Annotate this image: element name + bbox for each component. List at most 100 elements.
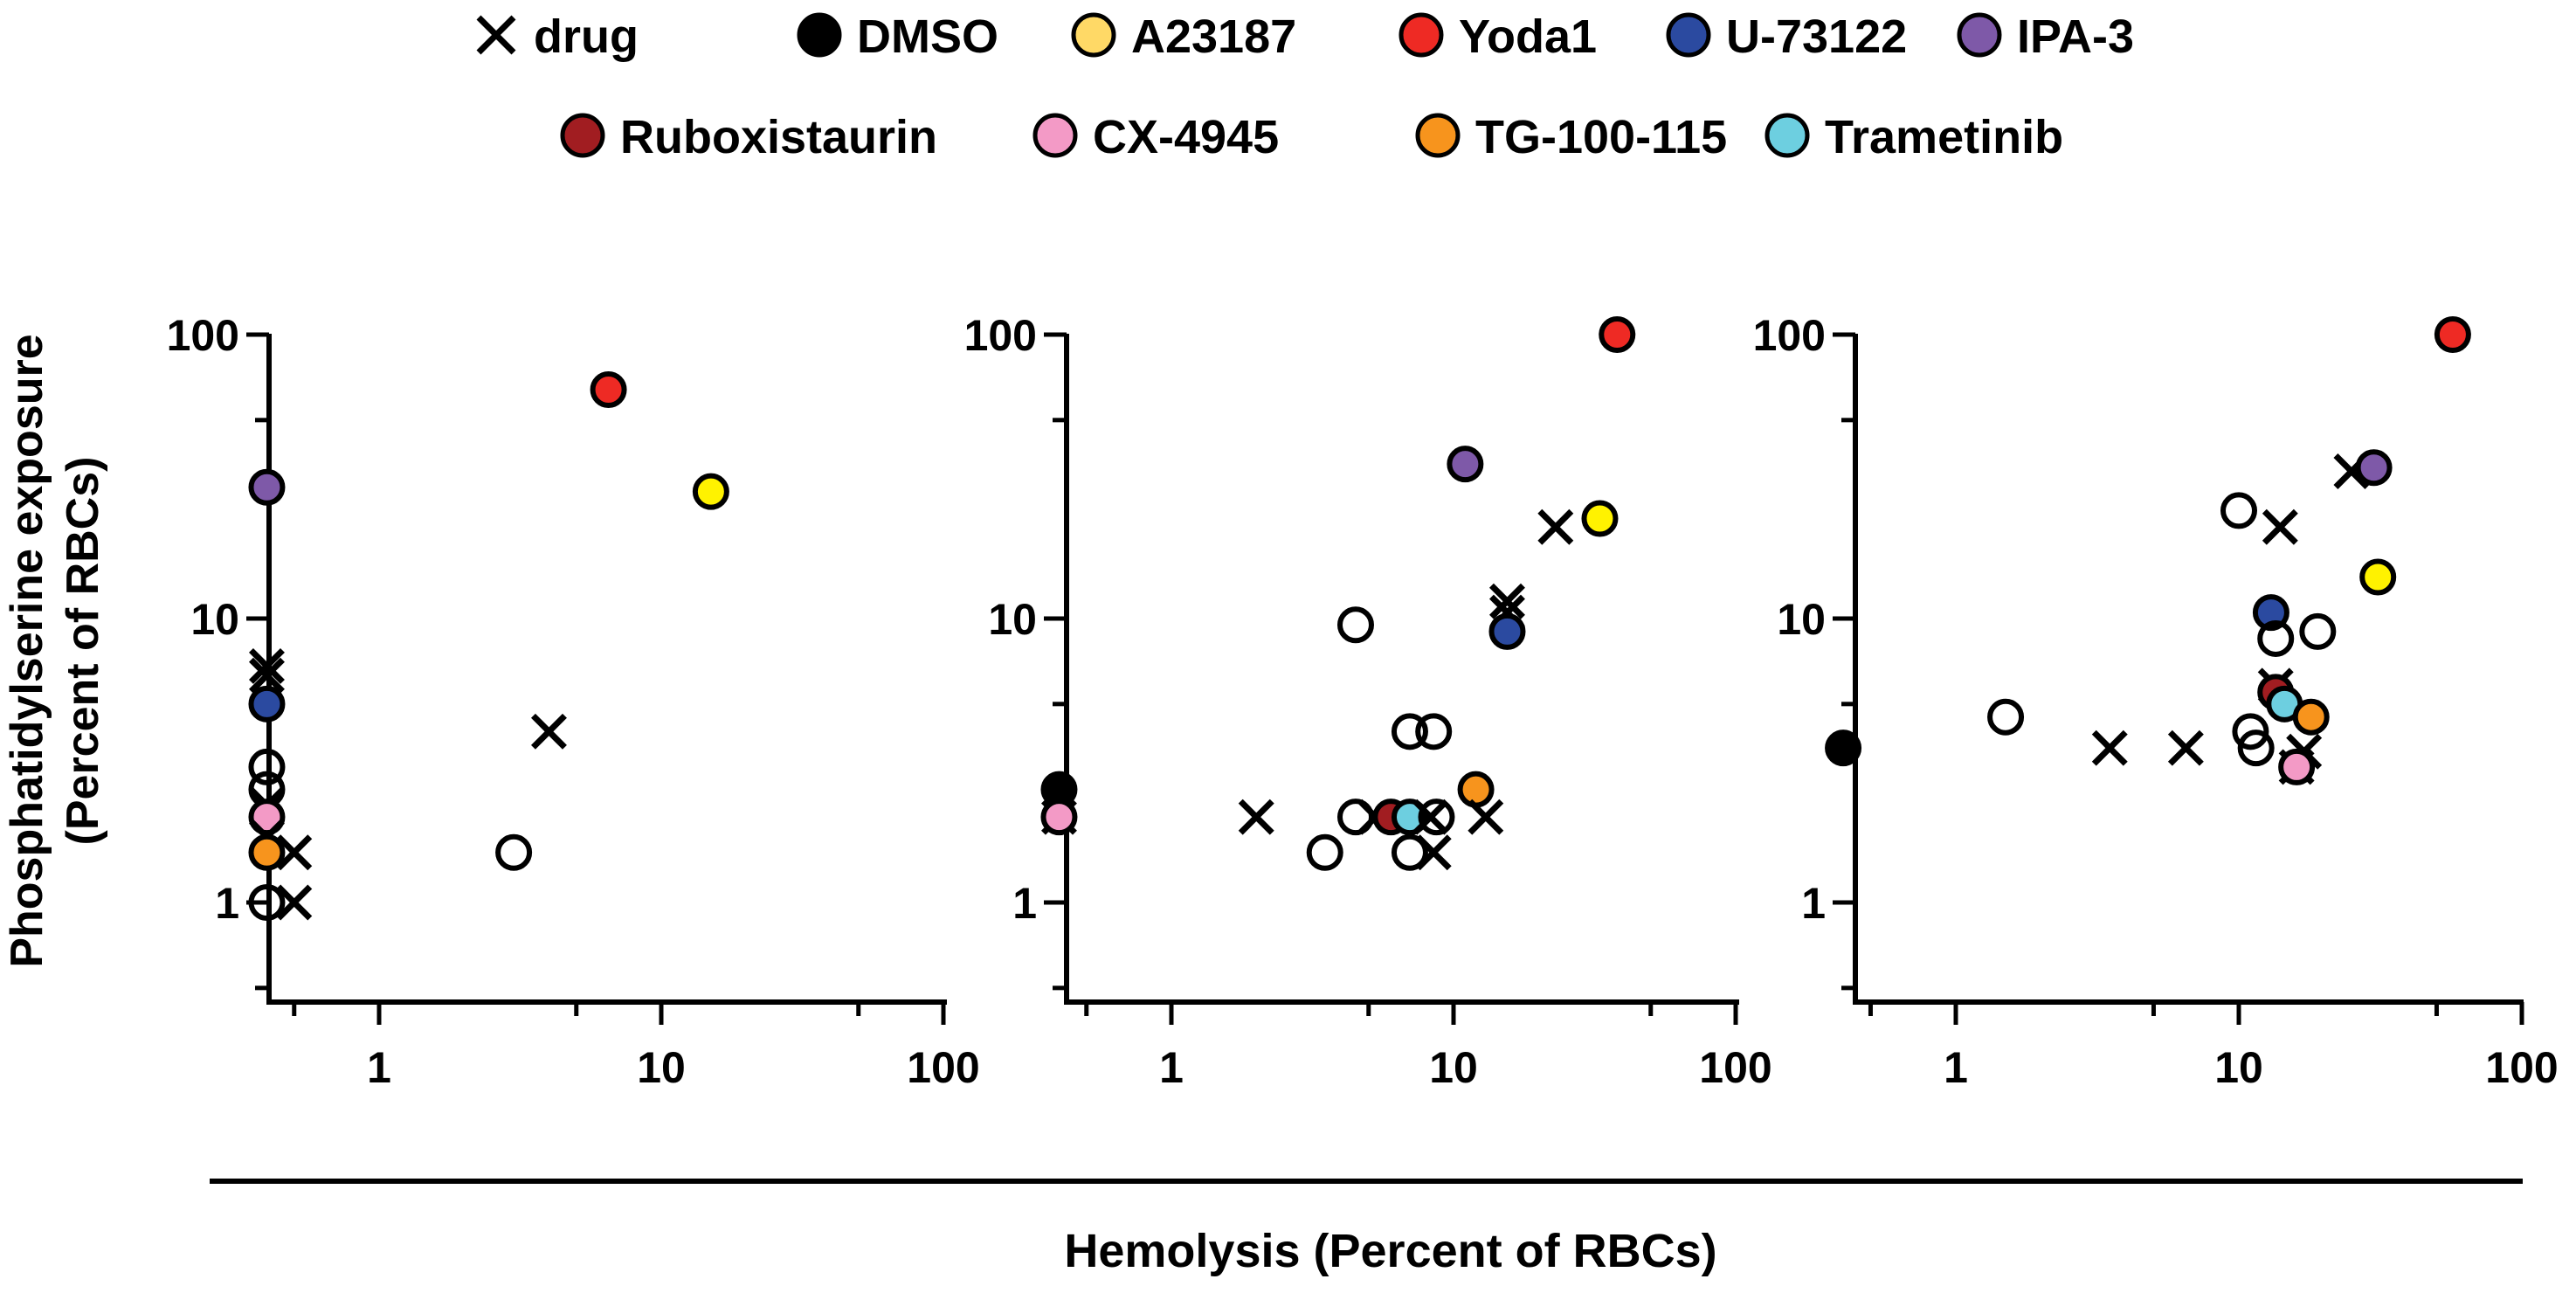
data-point-drug bbox=[530, 713, 567, 750]
data-point-open bbox=[2237, 729, 2275, 767]
data-point-open bbox=[1415, 713, 1453, 750]
legend-label-trametinib: Trametinib bbox=[1825, 111, 2063, 163]
panel-3: 1 10 100 1 10 100 bbox=[1753, 311, 2559, 1092]
legend-marker-yoda1 bbox=[1398, 12, 1444, 58]
panel-1: 1 10 100 1 10 100 bbox=[167, 311, 980, 1092]
y-axis-label-line1: Phosphatidylserine exposure bbox=[2, 334, 52, 967]
panel-2: 1 10 100 1 10 100 bbox=[964, 311, 1772, 1092]
data-point-open bbox=[2299, 612, 2337, 650]
x-tick-label: 1 bbox=[367, 1043, 391, 1092]
data-point-u73122 bbox=[2252, 594, 2289, 632]
data-point-open bbox=[248, 884, 286, 921]
data-points bbox=[248, 370, 729, 921]
data-point-a23187 bbox=[2359, 558, 2397, 596]
data-point-a23187 bbox=[692, 473, 729, 510]
x-tick-label: 100 bbox=[2485, 1043, 2558, 1092]
data-point-drug bbox=[1412, 799, 1449, 835]
data-point-drug bbox=[248, 657, 285, 694]
data-point-trametinib bbox=[1391, 799, 1428, 836]
data-point-drug bbox=[1415, 834, 1452, 871]
data-point-tg100115 bbox=[1457, 771, 1495, 808]
data-point-u73122 bbox=[1488, 612, 1526, 650]
y-tick-label: 1 bbox=[1801, 879, 1826, 928]
data-point-open bbox=[1391, 833, 1428, 871]
legend-item-drug: drug bbox=[476, 10, 639, 63]
legend-item-trametinib: Trametinib bbox=[1765, 111, 2063, 163]
legend-label-u73122: U-73122 bbox=[1726, 10, 1907, 63]
data-point-cx4945 bbox=[1040, 799, 1078, 836]
legend-label-drug: drug bbox=[534, 10, 639, 63]
x-tick-label: 1 bbox=[1159, 1043, 1184, 1092]
data-point-ipa3 bbox=[2355, 449, 2393, 487]
data-point-open bbox=[2232, 713, 2269, 750]
legend-marker-a23187 bbox=[1071, 12, 1116, 58]
legend: drug DMSO A23187 Yoda1 U-73122 IPA-3 Ruboxista… bbox=[476, 10, 2134, 163]
y-tick-label: 100 bbox=[167, 311, 239, 360]
data-point-open bbox=[2257, 619, 2295, 657]
data-point-drug bbox=[2167, 729, 2204, 766]
data-point-open bbox=[1987, 698, 2025, 736]
legend-label-cx4945: CX-4945 bbox=[1093, 111, 1279, 163]
data-point-cx4945 bbox=[2278, 748, 2316, 785]
data-point-drug bbox=[248, 647, 285, 684]
legend-label-yoda1: Yoda1 bbox=[1459, 10, 1597, 63]
legend-label-ruboxistaurin: Ruboxistaurin bbox=[620, 111, 937, 163]
y-tick-label: 10 bbox=[1777, 595, 1826, 644]
legend-item-cx4945: CX-4945 bbox=[1032, 111, 1279, 163]
y-tick-label: 10 bbox=[190, 595, 239, 644]
data-points bbox=[1825, 316, 2471, 785]
data-point-yoda1 bbox=[2434, 316, 2471, 353]
data-point-open bbox=[2220, 492, 2257, 529]
x-tick-label: 100 bbox=[907, 1043, 979, 1092]
data-point-drug bbox=[1238, 799, 1274, 835]
data-point-tg100115 bbox=[2292, 698, 2330, 736]
y-tick-label: 10 bbox=[988, 595, 1037, 644]
data-point-open bbox=[495, 833, 533, 871]
data-point-ipa3 bbox=[248, 468, 286, 506]
y-tick-label: 1 bbox=[1012, 879, 1037, 928]
legend-marker-ipa3 bbox=[1957, 12, 2002, 58]
legend-marker-tg100115 bbox=[1415, 113, 1461, 158]
x-tick-label: 10 bbox=[2214, 1043, 2263, 1092]
legend-label-dmso: DMSO bbox=[857, 10, 998, 63]
x-tick-label: 1 bbox=[1944, 1043, 1968, 1092]
data-point-yoda1 bbox=[590, 370, 627, 408]
legend-item-u73122: U-73122 bbox=[1666, 10, 1907, 63]
y-axis-label-line2: (Percent of RBCs) bbox=[58, 457, 108, 846]
legend-item-ipa3: IPA-3 bbox=[1957, 10, 2134, 63]
y-tick-label: 100 bbox=[964, 311, 1037, 360]
data-point-drug bbox=[2262, 508, 2298, 545]
data-point-dmso bbox=[1825, 729, 1862, 767]
y-tick-label: 1 bbox=[215, 879, 239, 928]
data-point-tg100115 bbox=[248, 833, 286, 871]
legend-marker-ruboxistaurin bbox=[560, 113, 605, 158]
legend-marker-u73122 bbox=[1666, 12, 1711, 58]
legend-item-dmso: DMSO bbox=[797, 10, 998, 63]
plot-area: 1 10 100 1 10 100 1 10 100 1 10 100 1 10 100 1 10 100 bbox=[167, 311, 2559, 1092]
data-point-a23187 bbox=[1581, 500, 1619, 537]
data-point-drug bbox=[276, 834, 313, 871]
data-point-open bbox=[248, 748, 286, 785]
legend-item-yoda1: Yoda1 bbox=[1398, 10, 1597, 63]
data-point-open bbox=[1336, 606, 1374, 644]
data-point-yoda1 bbox=[1599, 316, 1636, 353]
data-point-open bbox=[1336, 799, 1374, 836]
data-point-drug bbox=[1468, 799, 1504, 835]
data-point-drug bbox=[276, 884, 313, 921]
data-point-drug bbox=[2091, 729, 2128, 766]
data-points bbox=[1040, 316, 1636, 871]
data-point-open bbox=[1391, 713, 1428, 750]
data-point-ipa3 bbox=[1447, 446, 1484, 483]
legend-item-ruboxistaurin: Ruboxistaurin bbox=[560, 111, 937, 163]
legend-label-a23187: A23187 bbox=[1131, 10, 1296, 63]
legend-marker-trametinib bbox=[1765, 113, 1810, 158]
legend-marker-cx4945 bbox=[1032, 113, 1078, 158]
data-point-drug bbox=[1489, 583, 1525, 619]
x-tick-label: 10 bbox=[637, 1043, 686, 1092]
x-tick-label: 10 bbox=[1429, 1043, 1478, 1092]
legend-label-ipa3: IPA-3 bbox=[2017, 10, 2134, 63]
x-axis-label: Hemolysis (Percent of RBCs) bbox=[1064, 1225, 1716, 1277]
y-tick-label: 100 bbox=[1753, 311, 1826, 360]
data-point-open bbox=[1306, 833, 1343, 871]
legend-item-tg100115: TG-100-115 bbox=[1415, 111, 1727, 163]
